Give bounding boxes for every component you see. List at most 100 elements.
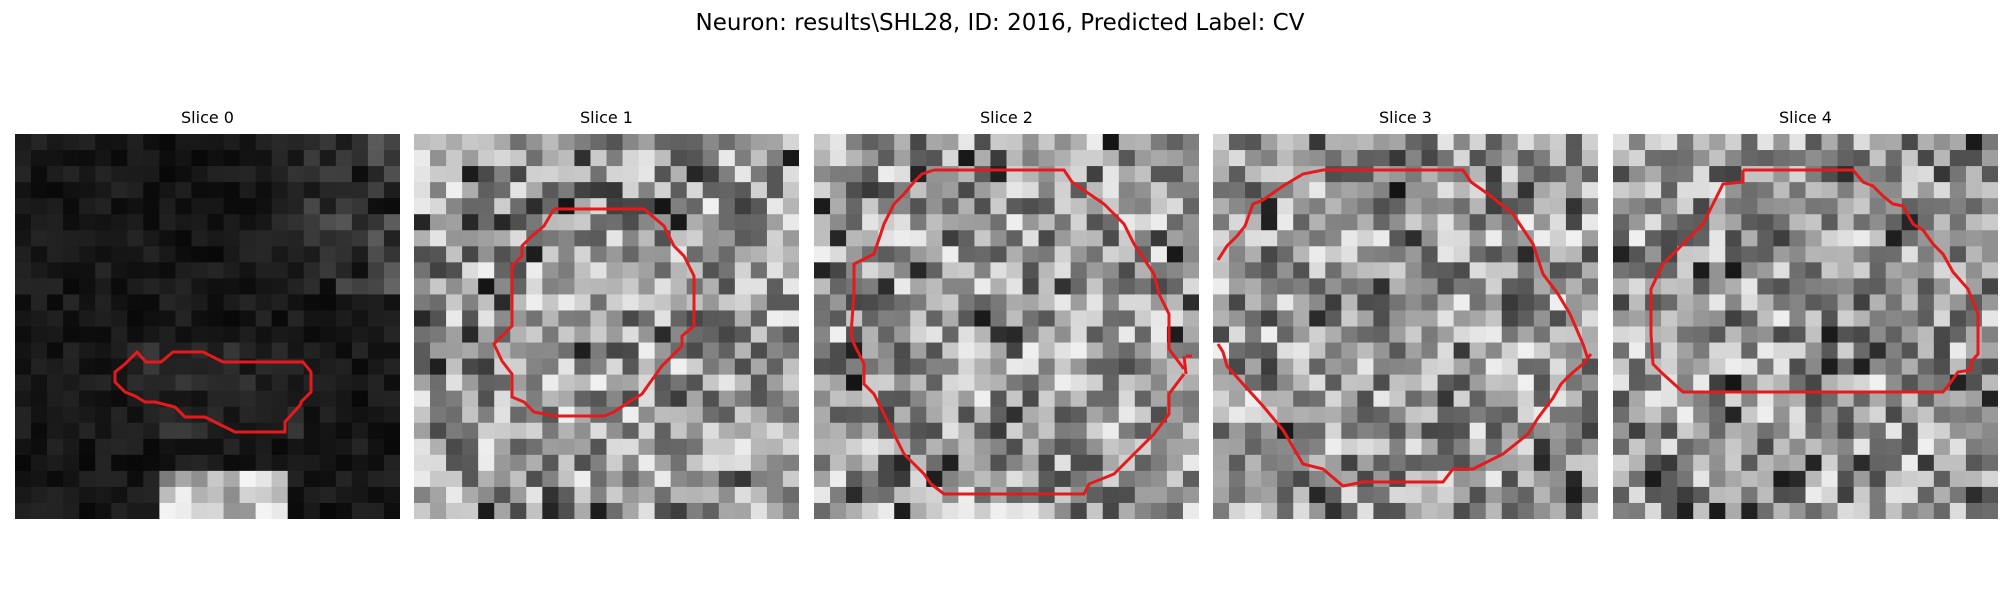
- pixel: [1709, 230, 1726, 247]
- pixel: [638, 246, 656, 263]
- pixel: [191, 294, 209, 312]
- pixel: [942, 198, 959, 215]
- pixel: [31, 358, 48, 376]
- pixel: [606, 150, 624, 167]
- pixel: [1869, 278, 1887, 296]
- pixel: [974, 390, 992, 408]
- pixel: [974, 406, 992, 424]
- pixel: [383, 374, 400, 392]
- pixel: [319, 358, 337, 376]
- pixel: [702, 406, 720, 424]
- pixel: [638, 486, 656, 504]
- pixel: [1789, 454, 1807, 472]
- pixel: [910, 454, 927, 472]
- pixel: [47, 150, 64, 167]
- pixel: [1661, 502, 1678, 519]
- pixel: [1166, 198, 1184, 215]
- pixel: [1965, 246, 1983, 263]
- pixel: [287, 310, 305, 328]
- pixel: [271, 486, 289, 504]
- pixel: [1150, 470, 1168, 488]
- pixel: [1102, 470, 1120, 488]
- pixel: [1022, 422, 1040, 440]
- pixel: [702, 214, 720, 231]
- pixel: [766, 438, 784, 456]
- pixel: [1309, 214, 1326, 231]
- pixel: [1469, 390, 1487, 408]
- pixel: [79, 150, 96, 167]
- pixel: [1661, 406, 1678, 424]
- pixel: [1038, 502, 1056, 519]
- pixel: [1837, 246, 1855, 263]
- pixel: [255, 150, 273, 167]
- pixel: [1245, 246, 1262, 263]
- pixel: [1741, 246, 1758, 263]
- pixel: [510, 486, 527, 504]
- pixel: [1213, 502, 1230, 519]
- pixel: [287, 454, 305, 472]
- pixel: [1549, 246, 1567, 263]
- pixel: [143, 470, 160, 488]
- pixel: [1102, 502, 1120, 519]
- pixel: [303, 150, 321, 167]
- pixel: [494, 294, 511, 312]
- pixel: [1166, 310, 1184, 328]
- pixel: [1757, 358, 1775, 376]
- pixel: [1309, 278, 1326, 296]
- pixel: [1166, 150, 1184, 167]
- pixel: [1150, 230, 1168, 247]
- pixel: [1389, 342, 1407, 360]
- pixel: [862, 182, 879, 199]
- pixel: [1086, 294, 1104, 312]
- pixel: [446, 438, 463, 456]
- pixel: [510, 438, 527, 456]
- pixel: [670, 406, 688, 424]
- pixel: [1102, 374, 1120, 392]
- pixel: [734, 358, 752, 376]
- pixel: [31, 262, 48, 279]
- pixel: [430, 502, 447, 519]
- pixel: [1213, 438, 1230, 456]
- pixel: [590, 182, 608, 199]
- pixel: [1613, 374, 1630, 392]
- pixel: [255, 294, 273, 312]
- pixel: [1373, 294, 1391, 312]
- pixel: [1213, 278, 1230, 296]
- pixel: [1981, 470, 1998, 488]
- pixel: [430, 390, 447, 408]
- pixel: [446, 342, 463, 360]
- pixel: [1086, 390, 1104, 408]
- pixel: [159, 502, 177, 519]
- pixel: [1613, 214, 1630, 231]
- pixel: [367, 406, 385, 424]
- pixel: [1981, 486, 1998, 504]
- pixel: [1741, 358, 1758, 376]
- pixel: [1629, 470, 1646, 488]
- pixel: [1501, 246, 1519, 263]
- pixel: [958, 406, 976, 424]
- pixel: [303, 230, 321, 247]
- pixel: [1773, 358, 1791, 376]
- pixel: [862, 294, 879, 312]
- pixel: [990, 502, 1008, 519]
- pixel: [830, 278, 847, 296]
- pixel: [1453, 374, 1471, 392]
- pixel: [1613, 454, 1630, 472]
- pixel: [1677, 246, 1694, 263]
- pixel: [1006, 470, 1024, 488]
- pixel: [478, 182, 495, 199]
- pixel: [1757, 326, 1775, 344]
- pixel: [1309, 374, 1326, 392]
- pixel: [319, 134, 337, 151]
- pixel: [1309, 342, 1326, 360]
- pixel: [590, 470, 608, 488]
- pixel: [1661, 230, 1678, 247]
- pixel: [894, 230, 911, 247]
- pixel: [47, 486, 64, 504]
- pixel: [958, 454, 976, 472]
- pixel: [1853, 422, 1871, 440]
- pixel: [127, 134, 144, 151]
- pixel: [1517, 422, 1535, 440]
- pixel: [63, 342, 80, 360]
- pixel: [1357, 214, 1375, 231]
